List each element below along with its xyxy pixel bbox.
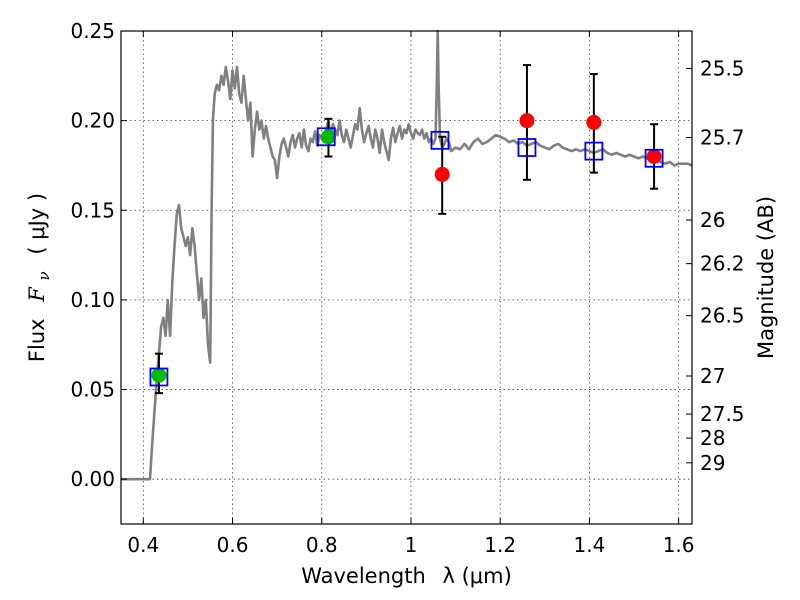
y-axis-title-word: Flux [25,318,49,362]
x-tick-label: 0.6 [217,533,249,557]
tick-layer [121,30,692,524]
blue-square-point [316,127,336,147]
label-layer: 0.4 0.6 0.8 1 1.2 1.4 1.6 0.00 0.05 0.10 0.15 0.20 0… [70,19,744,557]
y-tick-label: 0.20 [70,109,115,133]
y-right-axis-title: Magnitude (AB) [754,196,778,359]
plot-frame [120,30,693,525]
right-tick-label: 25.5 [700,56,745,80]
red-points-point [434,166,450,182]
right-tick-label: 28 [700,426,725,450]
x-tick-label: 0.8 [306,533,338,557]
x-tick-label: 1.4 [573,533,605,557]
green-points-point [320,129,336,145]
y-axis-title-unit: ( μJy ) [25,193,49,255]
blue-square-point [584,141,604,161]
red-points-point [646,148,662,164]
green-points-point [151,367,167,383]
y-axis-title: Flux F ν ( μJy ) [25,193,54,362]
y-tick-label: 0.25 [70,19,115,43]
right-tick-label: 26 [700,208,725,232]
x-axis-title-word: Wavelength [301,564,426,588]
x-tick-label: 0.4 [127,533,159,557]
marker-layer [149,113,664,387]
x-tick-label: 1 [405,533,418,557]
x-axis-title-unit: λ (μm) [442,564,511,588]
spectrum-layer [121,29,693,481]
right-tick-label: 27 [700,364,725,388]
grid [121,30,692,524]
y-tick-label: 0.00 [70,467,115,491]
x-tick-label: 1.6 [663,533,695,557]
blue-square-point [517,138,537,157]
blue-square-point [430,130,450,150]
x-axis-title: Wavelength λ (μm) [301,564,512,588]
red-points-point [519,113,535,129]
right-tick-label: 25.7 [700,126,745,150]
model-spectrum-line [121,29,693,481]
blue-square-point [149,367,169,387]
x-tick-label: 1.2 [484,533,516,557]
right-tick-label: 26.2 [700,252,745,276]
y-tick-label: 0.05 [70,378,115,402]
y-tick-label: 0.10 [70,288,115,312]
right-tick-label: 26.5 [700,304,745,328]
y-tick-label: 0.15 [70,198,115,222]
right-tick-label: 29 [700,451,725,475]
red-points-point [586,114,602,130]
blue-square-point [644,148,664,168]
errorbar-layer [154,64,659,395]
y-axis-title-symbol-sub: ν [35,271,53,280]
y-axis-title-symbol: F [25,286,49,303]
right-tick-label: 27.5 [700,402,745,426]
